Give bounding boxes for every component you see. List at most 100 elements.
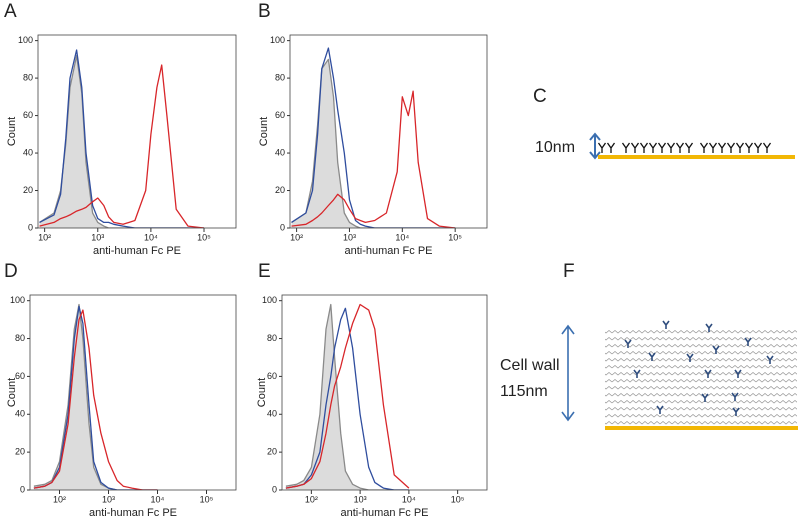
y-tick-label: 0 bbox=[28, 222, 33, 232]
histogram-line bbox=[285, 307, 409, 490]
y-tick-label: 20 bbox=[275, 185, 285, 195]
x-tick-label: 10² bbox=[38, 232, 51, 242]
x-tick-label: 10⁵ bbox=[451, 494, 465, 504]
antibody bbox=[630, 142, 640, 154]
histogram-line bbox=[291, 90, 456, 228]
x-axis-label: anti-human Fc PE bbox=[340, 507, 428, 519]
panel-letter: C bbox=[533, 86, 547, 107]
x-tick-label: 10² bbox=[290, 232, 303, 242]
y-tick-label: 40 bbox=[275, 147, 285, 157]
x-tick-label: 10⁴ bbox=[402, 494, 416, 504]
plot-area bbox=[39, 49, 205, 228]
y-axis-label: Count bbox=[258, 117, 270, 146]
y-tick-label: 80 bbox=[275, 72, 285, 82]
x-tick-label: 10⁴ bbox=[395, 232, 409, 242]
x-tick-label: 10⁴ bbox=[151, 494, 165, 504]
y-tick-label: 0 bbox=[280, 222, 285, 232]
area-fill bbox=[33, 304, 158, 490]
diagram-c: C 10nm bbox=[533, 86, 795, 160]
histogram-line bbox=[291, 47, 456, 228]
x-axis-label: anti-human Fc PE bbox=[344, 245, 432, 257]
plot-area bbox=[291, 47, 456, 228]
thickness-label: 10nm bbox=[535, 139, 575, 156]
plot-area bbox=[33, 303, 158, 490]
panel-letter: D bbox=[4, 261, 18, 282]
thickness-arrow bbox=[589, 132, 601, 160]
antibody bbox=[735, 142, 745, 154]
panel-letter: A bbox=[4, 1, 17, 22]
y-tick-label: 100 bbox=[10, 295, 25, 305]
plot-frame bbox=[37, 34, 237, 229]
x-tick-label: 10⁴ bbox=[144, 232, 158, 242]
antibody bbox=[762, 142, 772, 154]
y-tick-label: 0 bbox=[272, 484, 277, 494]
y-tick-label: 100 bbox=[18, 35, 33, 45]
y-tick-label: 20 bbox=[267, 447, 277, 457]
histogram-line bbox=[33, 309, 158, 490]
plot-frame bbox=[29, 294, 237, 491]
x-tick-label: 10³ bbox=[102, 494, 115, 504]
cell-wall bbox=[605, 330, 797, 426]
x-tick-label: 10³ bbox=[343, 232, 356, 242]
y-tick-label: 40 bbox=[267, 409, 277, 419]
antibody bbox=[684, 142, 694, 154]
histogram-line bbox=[39, 64, 205, 228]
plot-frame bbox=[281, 294, 488, 491]
area-fill bbox=[39, 55, 205, 228]
antibody bbox=[699, 142, 709, 154]
y-tick-label: 80 bbox=[267, 333, 277, 343]
x-axis-label: anti-human Fc PE bbox=[89, 507, 177, 519]
y-tick-label: 0 bbox=[20, 484, 25, 494]
antibody bbox=[753, 142, 763, 154]
y-tick-label: 60 bbox=[15, 371, 25, 381]
panel-letter: E bbox=[258, 261, 271, 282]
antibody bbox=[666, 142, 676, 154]
histogram-line bbox=[33, 305, 158, 490]
antibody bbox=[657, 142, 667, 154]
y-tick-label: 80 bbox=[23, 72, 33, 82]
x-tick-label: 10⁵ bbox=[448, 232, 462, 242]
panel-letter: F bbox=[563, 261, 575, 282]
x-tick-label: 10³ bbox=[91, 232, 104, 242]
plot-area bbox=[285, 303, 410, 490]
x-axis-label: anti-human Fc PE bbox=[93, 245, 181, 257]
y-tick-label: 60 bbox=[267, 371, 277, 381]
antibody-row bbox=[597, 142, 772, 154]
y-axis-label: Count bbox=[256, 378, 268, 407]
antibody bbox=[675, 142, 685, 154]
antibody bbox=[717, 142, 727, 154]
thickness-title: Cell wall bbox=[500, 357, 560, 374]
diagram-f: F Cell wall 115nm bbox=[500, 261, 798, 430]
antibody bbox=[606, 142, 616, 154]
histogram-line bbox=[33, 303, 158, 490]
y-tick-label: 100 bbox=[270, 35, 285, 45]
x-tick-label: 10² bbox=[53, 494, 66, 504]
histogram-line bbox=[39, 49, 204, 228]
antibody bbox=[708, 142, 718, 154]
y-tick-label: 80 bbox=[15, 333, 25, 343]
x-tick-label: 10⁵ bbox=[200, 494, 214, 504]
antibody bbox=[648, 142, 658, 154]
x-tick-label: 10³ bbox=[354, 494, 367, 504]
area-fill bbox=[285, 304, 409, 490]
antibody bbox=[726, 142, 736, 154]
antibody bbox=[639, 142, 649, 154]
histogram-line bbox=[285, 303, 409, 490]
x-tick-label: 10² bbox=[305, 494, 318, 504]
y-tick-label: 60 bbox=[23, 110, 33, 120]
histogram-line bbox=[285, 303, 410, 489]
y-tick-label: 20 bbox=[15, 447, 25, 457]
antibody bbox=[662, 320, 670, 330]
y-axis-label: Count bbox=[6, 117, 18, 146]
panel-letter: B bbox=[258, 1, 271, 22]
antibody bbox=[621, 142, 631, 154]
antibody bbox=[744, 142, 754, 154]
area-fill bbox=[291, 59, 456, 228]
thickness-label: 115nm bbox=[500, 383, 548, 400]
y-tick-label: 20 bbox=[23, 185, 33, 195]
